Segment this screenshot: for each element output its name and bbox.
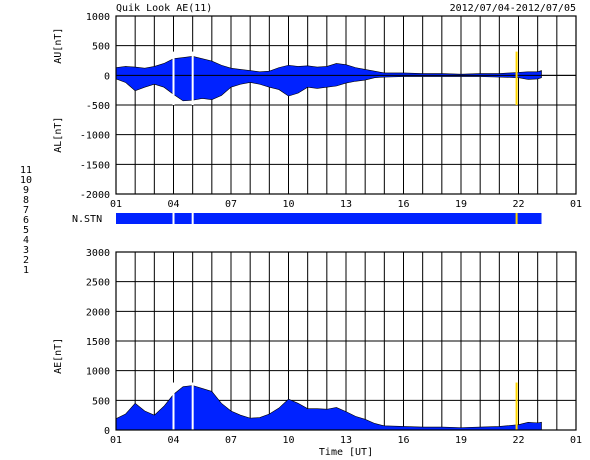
ae-xtick-label: 16 (397, 435, 409, 446)
al-axis-label: AL[nT] (53, 117, 64, 153)
ae-xtick-label: 22 (512, 435, 524, 446)
station-legend-label: 1 (23, 265, 29, 276)
station-legend-label: 4 (23, 235, 29, 246)
chart-title: Quik Look AE(11) (116, 3, 212, 14)
ae-area (115, 385, 542, 431)
station-axis-label: N.STN (72, 214, 102, 225)
au-al-ytick-label: -2000 (80, 190, 110, 201)
ae-axis-label: AE[nT] (53, 338, 64, 374)
ae-ytick-label: 500 (92, 396, 110, 407)
au-al-ytick-label: 0 (104, 71, 110, 82)
station-legend-label: 2 (23, 255, 29, 266)
au-al-xtick-label: 04 (167, 199, 179, 210)
au-al-ytick-label: -500 (86, 101, 110, 112)
station-legend-label: 3 (23, 245, 29, 256)
date-range: 2012/07/04-2012/07/05 (450, 3, 576, 14)
au-al-xtick-label: 10 (282, 199, 294, 210)
au-al-xtick-label: 01 (110, 199, 122, 210)
station-legend-label: 10 (20, 175, 32, 186)
station-legend-label: 7 (23, 205, 29, 216)
x-axis-label: Time [UT] (319, 447, 373, 458)
ae-xtick-label: 01 (570, 435, 582, 446)
ae-xtick-label: 04 (167, 435, 179, 446)
station-legend-label: 6 (23, 215, 29, 226)
ae-ytick-label: 1000 (86, 367, 110, 378)
station-bar (116, 213, 542, 224)
au-al-area (115, 56, 542, 102)
au-al-xtick-label: 07 (225, 199, 237, 210)
station-legend-label: 8 (23, 195, 29, 206)
ae-xtick-label: 01 (110, 435, 122, 446)
au-al-ytick-label: 1000 (86, 12, 110, 23)
ae-ytick-label: 2500 (86, 278, 110, 289)
ae-ytick-label: 3000 (86, 248, 110, 259)
station-legend-label: 9 (23, 185, 29, 196)
station-legend-label: 11 (20, 165, 32, 176)
station-count-panel: N.STN (72, 213, 542, 225)
au-al-xtick-label: 22 (512, 199, 524, 210)
ae-ytick-label: 2000 (86, 307, 110, 318)
ae-ytick-label: 1500 (86, 337, 110, 348)
au-al-frame (115, 15, 577, 195)
au-al-xtick-label: 19 (455, 199, 467, 210)
au-al-ytick-label: -1000 (80, 131, 110, 142)
ae-xtick-label: 13 (340, 435, 352, 446)
au-al-ytick-label: -1500 (80, 160, 110, 171)
ae-ytick-label: 0 (104, 426, 110, 437)
station-legend-label: 5 (23, 225, 29, 236)
au-al-xtick-label: 16 (397, 199, 409, 210)
ae-frame (115, 251, 577, 431)
au-al-xtick-label: 01 (570, 199, 582, 210)
au-al-ytick-label: 500 (92, 42, 110, 53)
au-axis-label: AU[nT] (53, 28, 64, 64)
ae-xtick-label: 19 (455, 435, 467, 446)
au-al-xtick-label: 13 (340, 199, 352, 210)
ae-xtick-label: 10 (282, 435, 294, 446)
ae-xtick-label: 07 (225, 435, 237, 446)
